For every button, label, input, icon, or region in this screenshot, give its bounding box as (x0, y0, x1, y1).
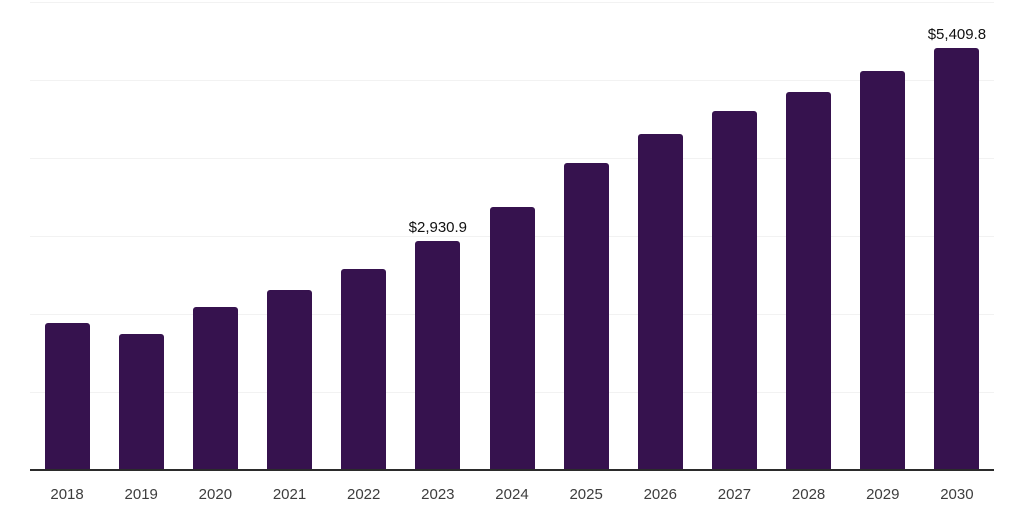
bar-2025 (563, 163, 609, 470)
x-tick-2018: 2018 (50, 486, 84, 503)
x-tick-2027: 2027 (717, 486, 752, 503)
bar-2020 (192, 306, 238, 470)
x-tick-2022: 2022 (346, 486, 381, 503)
bar-2018 (44, 322, 90, 470)
bar-2024 (489, 207, 535, 470)
bar-2019 (118, 333, 164, 470)
x-tick-2025: 2025 (569, 486, 603, 503)
x-tick-2029: 2029 (866, 486, 900, 503)
bar-2023 (415, 241, 461, 470)
gridline-4000 (30, 158, 994, 159)
x-tick-2019: 2019 (124, 486, 158, 503)
bar-2030 (934, 48, 980, 470)
x-tick-2021: 2021 (272, 486, 307, 503)
bar-2029 (860, 71, 906, 470)
data-label-2023: $2,930.9 (408, 219, 468, 237)
bar-2027 (711, 111, 757, 470)
gridline-6000 (30, 2, 994, 3)
gridline-5000 (30, 80, 994, 81)
bar-2026 (637, 133, 683, 470)
x-tick-2030: 2030 (940, 486, 974, 503)
x-tick-2026: 2026 (643, 486, 677, 503)
bar-2028 (786, 92, 832, 470)
x-axis-line (30, 469, 994, 471)
x-tick-2020: 2020 (198, 486, 233, 503)
x-tick-2023: 2023 (421, 486, 455, 503)
bar-2022 (341, 269, 387, 470)
data-label-2030: $5,409.8 (927, 26, 987, 44)
bar-2021 (267, 289, 313, 470)
x-tick-2024: 2024 (495, 486, 529, 503)
x-tick-2028: 2028 (791, 486, 826, 503)
